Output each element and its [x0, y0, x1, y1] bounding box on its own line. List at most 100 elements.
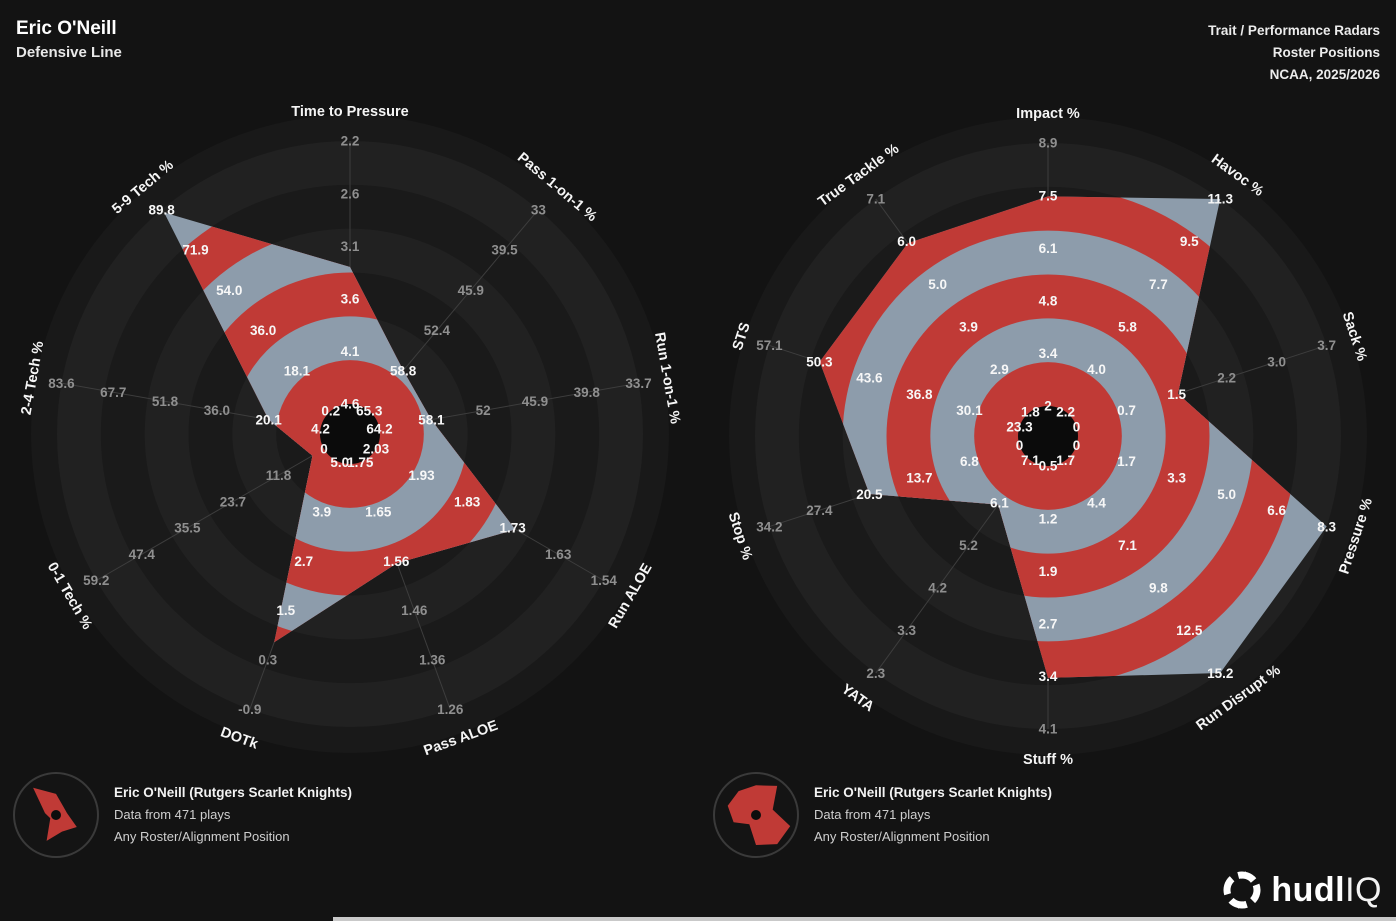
tick-run-1-on-1: 45.9 — [522, 394, 548, 409]
tick-time-to-pressure: 3.1 — [341, 239, 360, 254]
tick-0-1-tech: 0 — [320, 442, 328, 457]
tick-run-1-on-1: 58.1 — [418, 412, 445, 427]
tick-run-aloe: 1.63 — [545, 547, 572, 562]
radar-center-hole — [320, 404, 380, 464]
tick-sack: 2.2 — [1217, 371, 1236, 386]
tick-pass-aloe: 1.65 — [365, 504, 392, 519]
tick-sts: 23.3 — [1006, 419, 1033, 434]
tick-run-disrupt: 9.8 — [1149, 581, 1168, 596]
tick-sts: 43.6 — [856, 371, 883, 386]
tick-impact: 2 — [1044, 399, 1052, 414]
tick-pressure: 1.7 — [1117, 454, 1136, 469]
legend-plays: Data from 471 plays — [814, 807, 931, 822]
axis-label-time-to-pressure: Time to Pressure — [291, 104, 408, 120]
tick-run-disrupt: 7.1 — [1118, 538, 1137, 553]
tick-sts: 36.8 — [906, 387, 933, 402]
tick-impact: 6.1 — [1039, 241, 1058, 256]
tick-pass-1-on-1: 65.3 — [356, 404, 383, 419]
tick-stop: 13.7 — [906, 471, 932, 486]
legend-left-shape-icon — [13, 772, 99, 858]
tick-yata: 4.2 — [928, 581, 947, 596]
player-name: Eric O'Neill — [16, 18, 117, 39]
hudl-iq-wordmark: hudlIQ — [1271, 871, 1382, 910]
performance-radar: 8.9 7.5 6.1 4.8 3.4 2 Impact % 11.3 9.5 7.7 5.8 4.0… — [725, 106, 1376, 768]
tick-5-9-tech: 0.2 — [321, 404, 340, 419]
axis-label-impact: Impact % — [1016, 106, 1080, 122]
tick-0-1-tech: 47.4 — [129, 547, 156, 562]
tick-pass-1-on-1: 45.9 — [458, 283, 484, 298]
legend-player: Eric O'Neill (Rutgers Scarlet Knights) — [114, 785, 353, 800]
tick-yata: 7.1 — [1021, 453, 1040, 468]
tick-time-to-pressure: 3.6 — [341, 292, 360, 307]
tick-dotk: -0.9 — [238, 702, 261, 717]
tick-5-9-tech: 89.8 — [149, 202, 176, 217]
tick-true-tackle: 2.9 — [990, 362, 1009, 377]
tick-run-1-on-1: 39.8 — [574, 385, 601, 400]
tick-run-1-on-1: 64.2 — [366, 422, 392, 437]
tick-2-4-tech: 4.2 — [311, 422, 330, 437]
hudl-iq-logo-icon — [1223, 871, 1261, 909]
tick-0-1-tech: 59.2 — [83, 573, 109, 588]
legend-scope: Any Roster/Alignment Position — [114, 829, 290, 844]
tick-stuff: 4.1 — [1039, 722, 1058, 737]
tick-run-aloe: 1.83 — [454, 494, 481, 509]
tick-pressure: 3.3 — [1167, 471, 1186, 486]
tick-true-tackle: 7.1 — [866, 192, 885, 207]
tick-5-9-tech: 18.1 — [284, 363, 311, 378]
tick-run-aloe: 1.93 — [408, 468, 435, 483]
tick-dotk: 2.7 — [294, 554, 313, 569]
tick-pass-aloe: 1.75 — [347, 455, 374, 470]
tick-2-4-tech: 83.6 — [48, 376, 75, 391]
tick-yata: 6.1 — [990, 496, 1009, 511]
legend-left: Eric O'Neill (Rutgers Scarlet Knights) D… — [12, 771, 352, 859]
tick-5-9-tech: 54.0 — [216, 283, 242, 298]
tick-true-tackle: 6.0 — [897, 234, 916, 249]
tick-pass-aloe: 1.46 — [401, 603, 428, 618]
tick-sack: 3.7 — [1317, 338, 1336, 353]
legend-right: Eric O'Neill (Rutgers Scarlet Knights) D… — [712, 771, 1052, 859]
tick-stuff: 0.5 — [1039, 459, 1058, 474]
tick-stuff: 2.7 — [1039, 617, 1058, 632]
tick-sts: 57.1 — [756, 338, 783, 353]
tick-true-tackle: 3.9 — [959, 319, 978, 334]
brand-light: IQ — [1345, 870, 1382, 909]
tick-stop: 34.2 — [756, 519, 782, 534]
tick-5-9-tech: 71.9 — [182, 243, 208, 258]
tick-pass-1-on-1: 52.4 — [424, 323, 451, 338]
tick-sack: 0.7 — [1117, 403, 1136, 418]
tick-stop: 20.5 — [856, 487, 883, 502]
tick-pass-1-on-1: 58.8 — [390, 363, 417, 378]
tick-stuff: 3.4 — [1039, 669, 1058, 684]
tick-time-to-pressure: 2.6 — [341, 186, 360, 201]
radar-center-hole — [1018, 406, 1078, 466]
bottom-scrollbar[interactable] — [333, 917, 1396, 921]
legend-plays: Data from 471 plays — [114, 807, 231, 822]
tick-5-9-tech: 36.0 — [250, 323, 276, 338]
tick-0-1-tech: 11.8 — [266, 468, 292, 483]
tick-pressure: 0 — [1073, 438, 1081, 453]
tick-sack: 3.0 — [1267, 354, 1286, 369]
tick-true-tackle: 1.8 — [1021, 404, 1040, 419]
tick-havoc: 11.3 — [1207, 192, 1233, 207]
tick-2-4-tech: 36.0 — [204, 403, 230, 418]
tick-pressure: 6.6 — [1267, 503, 1286, 518]
report-type: Trait / Performance Radars — [1208, 23, 1380, 38]
tick-havoc: 5.8 — [1118, 319, 1137, 334]
tick-havoc: 9.5 — [1180, 234, 1199, 249]
tick-run-disrupt: 1.7 — [1056, 453, 1075, 468]
tick-stuff: 1.2 — [1039, 511, 1058, 526]
tick-stop: 27.4 — [806, 503, 833, 518]
tick-yata: 3.3 — [897, 623, 916, 638]
comparison-group: Roster Positions — [1272, 45, 1380, 60]
league-season: NCAA, 2025/2026 — [1269, 67, 1380, 82]
header-left: Eric O'Neill Defensive Line — [16, 16, 122, 64]
tick-impact: 7.5 — [1039, 188, 1058, 203]
tick-stuff: 1.9 — [1039, 564, 1058, 579]
tick-time-to-pressure: 2.2 — [341, 134, 360, 149]
brand-bold: hudl — [1271, 870, 1346, 909]
legend-scope: Any Roster/Alignment Position — [814, 829, 990, 844]
tick-dotk: 0.3 — [258, 653, 277, 668]
tick-sts: 30.1 — [956, 403, 983, 418]
tick-pressure: 5.0 — [1217, 487, 1236, 502]
